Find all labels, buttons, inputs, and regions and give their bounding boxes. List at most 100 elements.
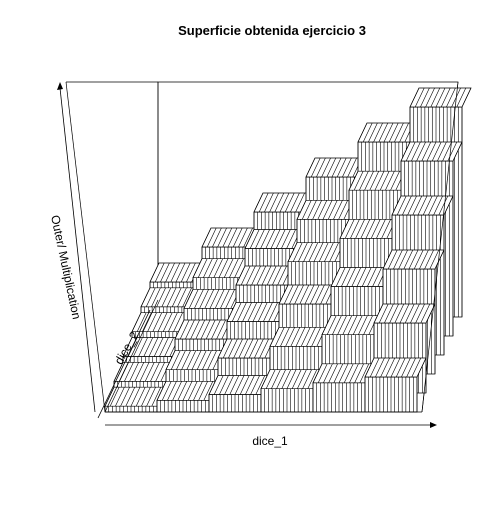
surface-hatch-line — [173, 312, 183, 332]
surface-hatch-line — [364, 357, 375, 378]
surface-hatch-line — [410, 303, 420, 324]
surface-hatch-line — [387, 249, 398, 270]
surface-hatch-line — [333, 363, 344, 383]
surface-hatch-line — [195, 319, 206, 340]
surface-hatch-line — [326, 157, 337, 178]
surface-hatch-line — [429, 249, 440, 270]
surface-hatch-line — [307, 200, 317, 220]
surface-hatch-line — [113, 362, 124, 382]
surface-hatch-line — [166, 287, 177, 307]
surface-hatch-line — [446, 87, 456, 108]
surface-hatch-line — [342, 315, 353, 335]
surface-hatch-line — [277, 265, 287, 286]
surface-hatch-line — [151, 287, 161, 307]
surface-hatch-line — [391, 195, 402, 216]
surface-hatch-line — [302, 369, 312, 389]
surface-hatch-line — [393, 249, 403, 270]
surface-hatch-line — [164, 337, 174, 357]
surface-hatch-line — [194, 289, 204, 309]
surface-hatch-line — [199, 289, 209, 309]
surface-hatch-line — [138, 337, 148, 357]
surface-hatch-line — [299, 284, 310, 305]
surface-hatch-line — [409, 87, 420, 108]
surface-hatch-line — [317, 363, 328, 383]
surface-hatch-line — [344, 219, 355, 239]
surface-hatch-line — [452, 141, 463, 162]
surface-hatch-line — [149, 262, 160, 283]
surface-hatch-line — [350, 219, 360, 239]
surface-hatch-line — [307, 369, 318, 389]
surface-hatch-line — [193, 381, 203, 401]
surface-hatch-line — [291, 369, 302, 389]
surface-hatch-line — [186, 262, 196, 283]
surface-hatch-line — [122, 337, 133, 357]
surface-hatch-line — [165, 350, 176, 370]
surface-hatch-line — [403, 249, 414, 270]
surface-hatch-line — [411, 357, 422, 378]
surface-hatch-line — [280, 327, 290, 347]
surface-hatch-line — [357, 122, 368, 143]
surface-hatch-line — [259, 338, 269, 359]
box-bottom-left — [104, 299, 159, 413]
surface-hatch-line — [170, 350, 181, 370]
z-axis-arrowhead — [57, 82, 63, 90]
surface-hatch-line — [359, 171, 369, 191]
surface-hatch-line — [356, 267, 367, 287]
surface-hatch-line — [139, 362, 150, 382]
surface-hatch-line — [202, 350, 212, 370]
surface-hatch-line — [286, 369, 297, 389]
surface-hatch-line — [261, 265, 272, 286]
surface-hatch-line — [148, 337, 159, 357]
surface-hatch-line — [367, 267, 377, 287]
surface-hatch-line — [208, 258, 218, 278]
surface-hatch-line — [182, 381, 193, 401]
surface-hatch-line — [407, 195, 417, 216]
surface-hatch-line — [415, 303, 425, 324]
surface-hatch-line — [207, 350, 217, 370]
surface-hatch-line — [172, 381, 182, 401]
surface-hatch-line — [162, 312, 173, 332]
surface-hatch-line — [330, 267, 341, 287]
surface-hatch-line — [154, 262, 165, 283]
surface-hatch-line — [416, 357, 427, 378]
surface-hatch-line — [227, 227, 238, 248]
surface-hatch-line — [167, 381, 177, 401]
surface-hatch-line — [141, 387, 151, 407]
surface-hatch-line — [153, 337, 164, 357]
surface-hatch-line — [411, 141, 421, 162]
box-front-right — [421, 81, 459, 413]
surface-hatch-line — [321, 315, 332, 335]
surface-hatch-line — [185, 319, 195, 340]
surface-hatch-line — [260, 229, 270, 249]
surface-hatch-line — [395, 357, 406, 378]
surface-hatch-line — [275, 229, 286, 249]
surface-hatch-line — [339, 219, 350, 239]
surface-hatch-line — [461, 87, 472, 108]
surface-hatch-line — [434, 249, 445, 270]
surface-hatch-line — [144, 362, 155, 382]
surface-hatch-line — [177, 287, 187, 307]
surface-hatch-line — [372, 267, 382, 287]
surface-hatch-line — [187, 381, 198, 401]
surface-hatch-line — [276, 369, 286, 389]
surface-hatch-line — [219, 375, 229, 395]
surface-hatch-line — [422, 195, 433, 216]
surface-hatch-line — [379, 171, 390, 191]
surface-hatch-line — [263, 302, 273, 322]
surface-hatch-line — [335, 267, 346, 287]
surface-hatch-line — [274, 192, 285, 213]
surface-hatch-line — [161, 381, 172, 401]
surface-hatch-line — [264, 192, 274, 213]
surface-hatch-line — [294, 284, 304, 305]
surface-hatch-line — [328, 363, 338, 383]
surface-hatch-line — [337, 315, 347, 335]
surface-hatch-line — [200, 319, 211, 340]
surface-hatch-line — [430, 87, 441, 108]
surface-hatch-line — [406, 357, 416, 378]
surface-hatch-line — [225, 289, 235, 309]
surface-hatch-line — [316, 157, 326, 178]
surface-hatch-line — [129, 362, 139, 382]
surface-hatch-line — [229, 258, 239, 278]
surface-hatch-line — [308, 242, 319, 262]
